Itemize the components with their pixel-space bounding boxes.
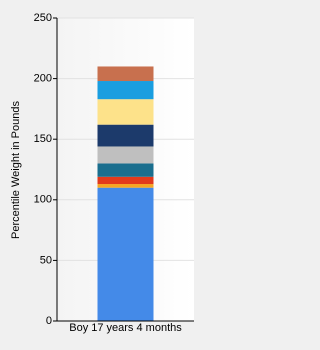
y-axis-label: Percentile Weight in Pounds <box>10 101 22 239</box>
chart: Percentile Weight in Pounds 0 50 100 150 200… <box>9 11 194 334</box>
y-tick-label: 200 <box>34 73 52 85</box>
bar-segment <box>97 99 154 125</box>
bar-segment <box>97 163 154 177</box>
bar-segment <box>97 124 154 147</box>
bar-segment <box>97 146 154 164</box>
bar-segment <box>97 184 154 188</box>
bar-segment <box>97 176 154 185</box>
bar-segment <box>97 81 154 100</box>
y-tick-label: 0 <box>46 315 52 327</box>
bar-segment <box>97 187 154 321</box>
y-tick-label: 150 <box>34 133 52 145</box>
x-tick-label: Boy 17 years 4 months <box>69 322 182 334</box>
y-tick-label: 50 <box>40 254 52 266</box>
y-tick-label: 250 <box>34 12 52 24</box>
y-tick-label: 100 <box>34 194 52 206</box>
bar-segment <box>97 66 154 82</box>
